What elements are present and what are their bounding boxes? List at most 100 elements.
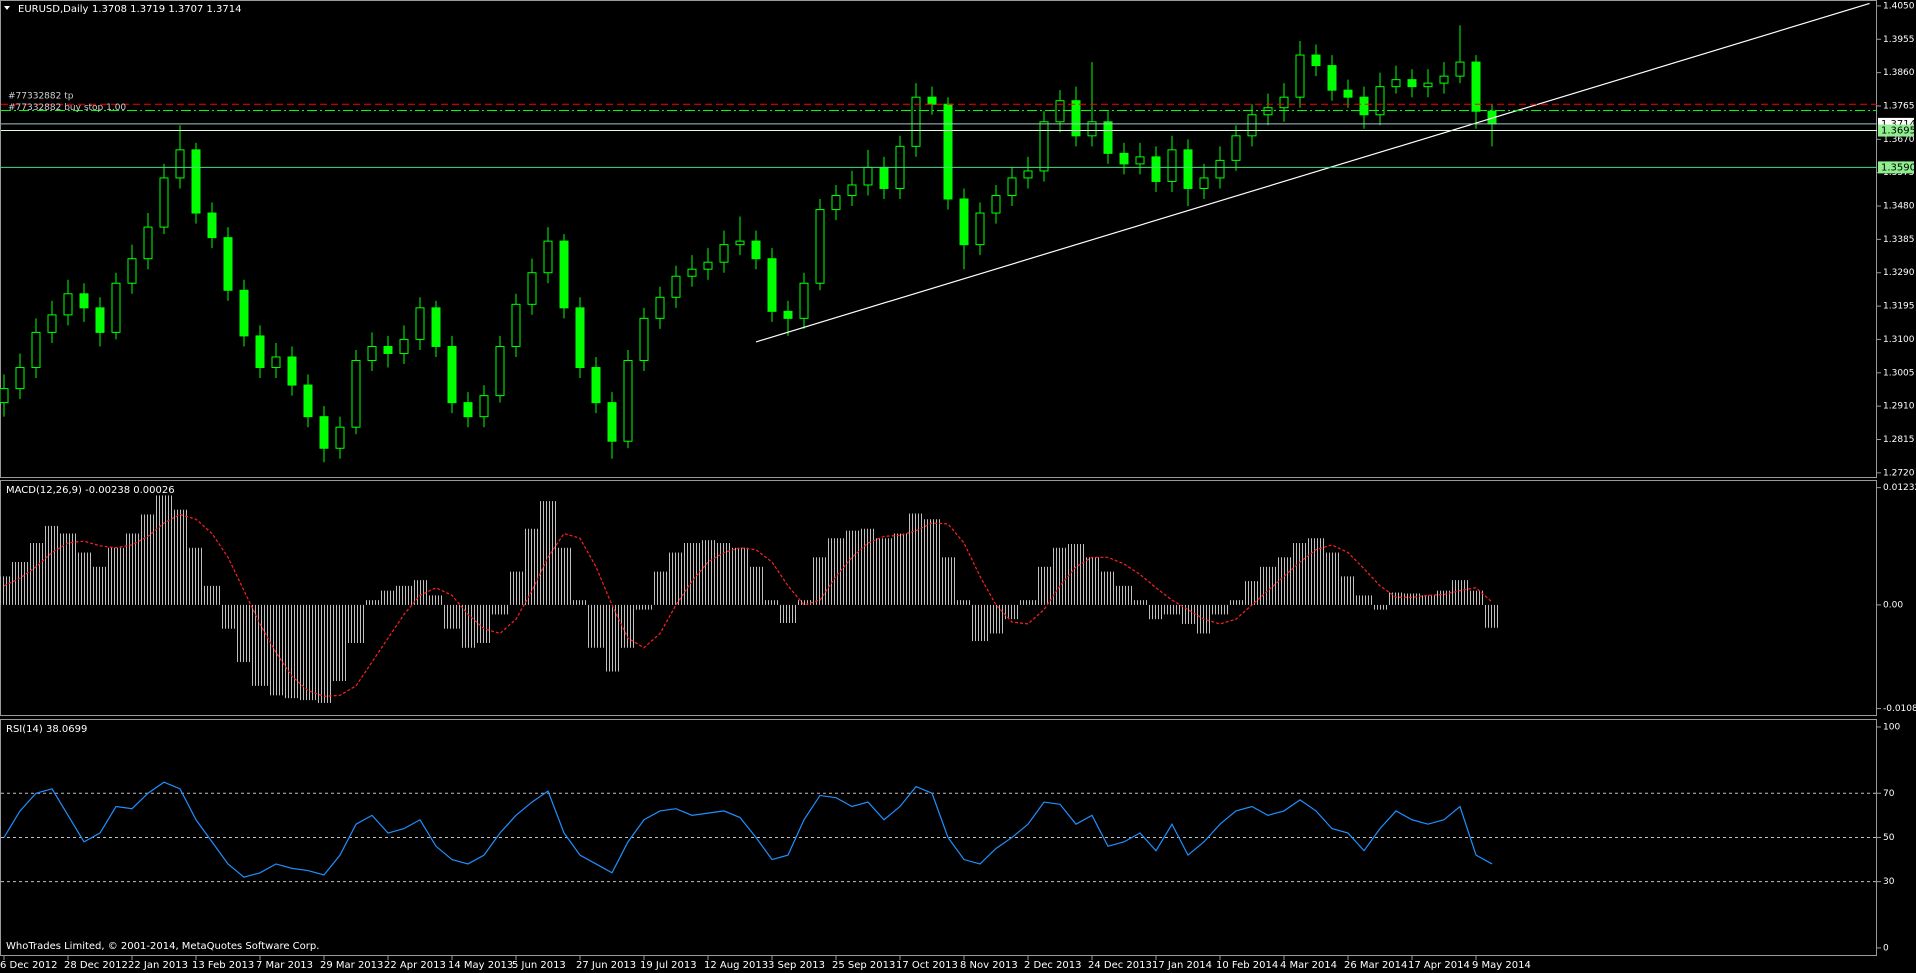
x-tick-label: 19 Jul 2013 (640, 960, 697, 971)
y-tick-label: 1.3385 (1883, 235, 1915, 245)
macd-bar (1420, 595, 1436, 605)
macd-bar (28, 543, 44, 605)
candle-body (1071, 100, 1081, 137)
macd-bar (732, 547, 748, 605)
candle-body (1023, 170, 1033, 179)
rsi-panel (0, 719, 1877, 956)
y-tick-label: -0.01089 (1883, 704, 1916, 714)
macd-bar (12, 562, 28, 605)
candle-body (95, 307, 105, 333)
macd-bar (524, 528, 540, 605)
candle-body (271, 356, 281, 369)
macd-bar (572, 600, 588, 605)
candle-body (847, 184, 857, 196)
candle-body (47, 314, 57, 333)
macd-bar (1308, 538, 1324, 605)
candle-body (703, 261, 713, 270)
y-tick-label: 1.3195 (1883, 302, 1915, 312)
macd-bar (796, 600, 812, 605)
y-tick-label: 1.3100 (1883, 335, 1915, 345)
candle-body (79, 293, 89, 309)
x-tick-label: 14 May 2013 (448, 960, 513, 971)
candle-body (31, 331, 41, 369)
macd-bar (716, 543, 732, 605)
candle-body (815, 209, 825, 284)
x-tick-label: 8 Nov 2013 (960, 960, 1018, 971)
candle-body (863, 166, 873, 186)
macd-bar (540, 501, 556, 605)
macd-bar (348, 604, 364, 643)
macd-bar (1388, 592, 1404, 605)
candle-body (303, 384, 313, 418)
candle-body (383, 345, 393, 354)
macd-bar (988, 604, 1004, 634)
x-tick-label: 12 Aug 2013 (704, 960, 768, 971)
y-tick-label: 0.00 (1883, 600, 1903, 610)
macd-bar (1324, 552, 1340, 605)
candle-body (783, 310, 793, 319)
candle-body (335, 426, 345, 449)
menu-arrow[interactable] (4, 6, 10, 10)
macd-bar (956, 600, 972, 605)
candle-body (527, 272, 537, 305)
ohlc-readout: 1.3708 1.3719 1.3707 1.3714 (92, 4, 242, 15)
macd-bar (1020, 600, 1036, 605)
macd-bar (1340, 576, 1356, 605)
candle-body (1455, 61, 1465, 77)
macd-bar (604, 604, 620, 672)
macd-bar (876, 538, 892, 605)
price-label: 1.3590 (1881, 162, 1916, 173)
candle-body (367, 345, 377, 361)
macd-bar (1004, 604, 1020, 620)
candle-body (111, 282, 121, 333)
candle-body (431, 307, 441, 347)
macd-bar (1180, 604, 1196, 624)
y-tick-label: 100 (1883, 722, 1900, 732)
macd-bar (220, 604, 236, 629)
candle-body (799, 282, 809, 319)
price-panel (0, 0, 1877, 478)
candle-body (1167, 149, 1177, 182)
macd-bar (764, 600, 780, 605)
candle-body (1087, 121, 1097, 137)
macd-bar (844, 530, 860, 605)
candle-body (1311, 54, 1321, 67)
candle-body (399, 338, 409, 354)
macd-bar (140, 514, 156, 605)
candle-body (607, 402, 617, 442)
macd-bar (1164, 604, 1180, 615)
candle-body (911, 96, 921, 147)
x-tick-label: 2 Dec 2013 (1024, 960, 1082, 971)
macd-bar (1356, 595, 1372, 605)
macd-bar (1228, 600, 1244, 605)
y-tick-label: 1.3860 (1883, 68, 1915, 78)
macd-bar (780, 604, 796, 623)
y-tick-label: 0 (1883, 943, 1889, 953)
x-tick-label: 27 Jun 2013 (576, 960, 636, 971)
candle-body (15, 367, 25, 390)
candle-body (1295, 54, 1305, 98)
macd-bar (268, 604, 284, 696)
macd-bar (1468, 590, 1484, 605)
macd-bar (1132, 600, 1148, 605)
y-tick-label: 1.3290 (1883, 268, 1915, 278)
candle-body (879, 166, 889, 189)
macd-bar (1484, 604, 1500, 628)
candle-body (751, 240, 761, 260)
candle-body (1423, 82, 1433, 88)
y-tick-label: 1.2910 (1883, 402, 1915, 412)
candle-body (719, 244, 729, 263)
macd-bar (428, 595, 444, 605)
macd-bar (508, 571, 524, 605)
macd-bar (316, 604, 332, 703)
candle-body (1391, 79, 1401, 88)
macd-bar (908, 513, 924, 605)
candle-body (831, 194, 841, 211)
candle-body (223, 237, 233, 291)
candle-body (159, 177, 169, 228)
macd-bar (588, 604, 604, 648)
macd-bar (108, 547, 124, 605)
candle-body (991, 194, 1001, 214)
